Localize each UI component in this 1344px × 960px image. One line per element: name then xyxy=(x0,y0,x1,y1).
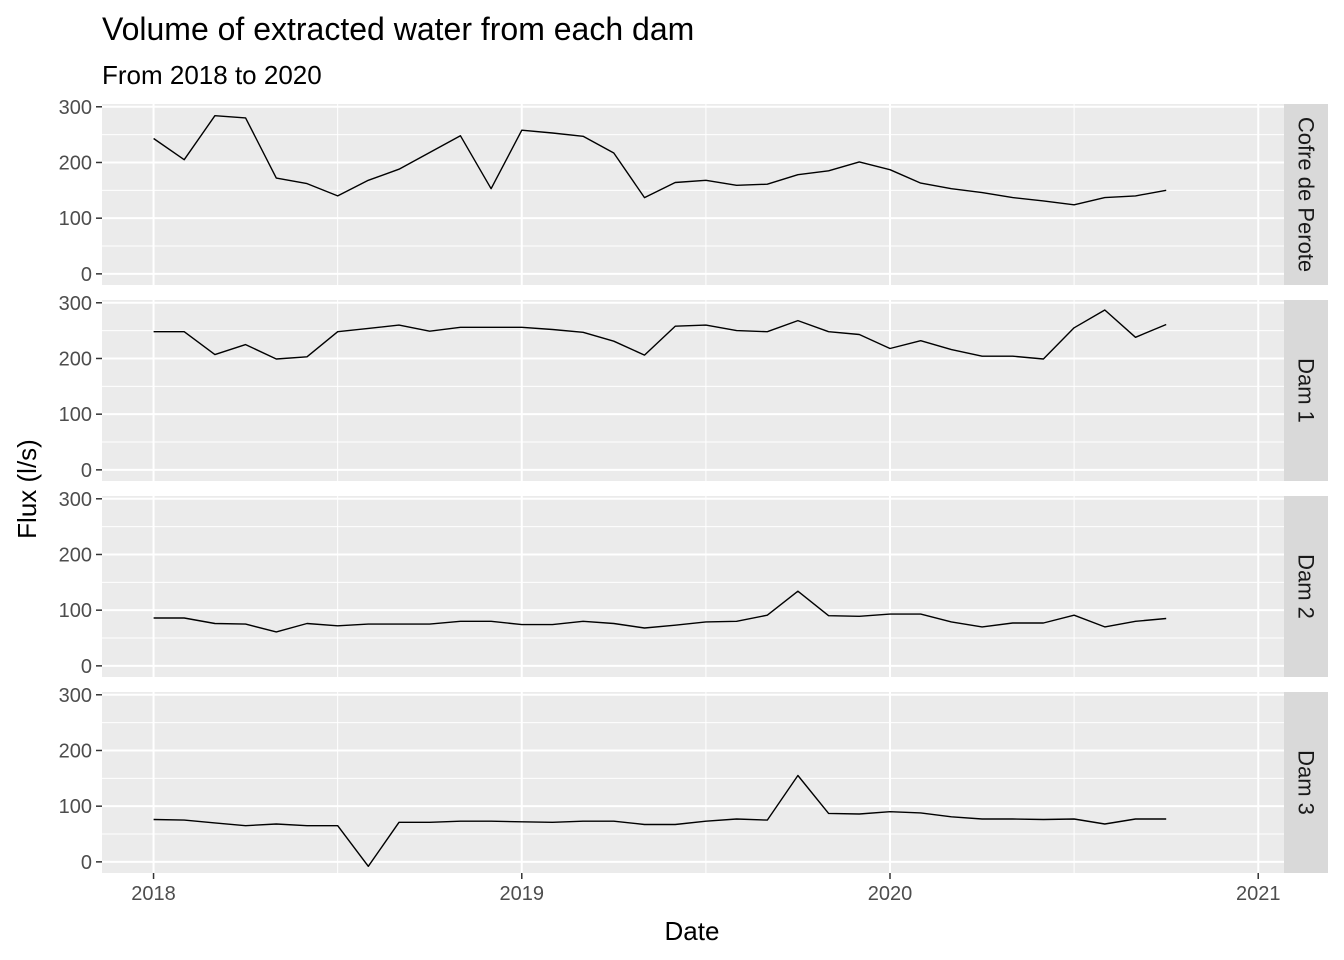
facet-strip-label: Dam 1 xyxy=(1294,358,1319,423)
facet-panel: 0 100 200 300 Dam 1 xyxy=(59,293,1328,482)
x-tick-label: 2019 xyxy=(500,883,545,905)
facet-panel: 0 100 200 300 Dam 3 xyxy=(59,685,1328,874)
series-line xyxy=(153,774,1167,867)
y-tick-label: 100 xyxy=(59,404,92,426)
y-tick-label: 300 xyxy=(59,489,92,511)
facet-panels: 0 100 200 300 Cofre de Perote 0 100 200 300 Dam 1… xyxy=(59,97,1328,874)
y-tick-label: 200 xyxy=(59,348,92,370)
y-tick-label: 0 xyxy=(81,264,92,286)
y-tick-label: 200 xyxy=(59,544,92,566)
facet-panel: 0 100 200 300 Dam 2 xyxy=(59,489,1328,678)
y-axis-title: Flux (l/s) xyxy=(12,439,42,539)
y-tick-label: 300 xyxy=(59,293,92,315)
x-tick-label: 2018 xyxy=(131,883,176,905)
facet-strip xyxy=(1284,496,1328,677)
x-axis-title: Date xyxy=(665,916,720,946)
panel-background xyxy=(102,300,1284,481)
chart-subtitle: From 2018 to 2020 xyxy=(102,60,322,90)
series-line xyxy=(153,309,1167,360)
facet-panel: 0 100 200 300 Cofre de Perote xyxy=(59,97,1328,286)
series-line xyxy=(153,114,1167,206)
y-tick-label: 200 xyxy=(59,152,92,174)
facet-strip xyxy=(1284,104,1328,285)
panel-background xyxy=(102,496,1284,677)
y-tick-label: 100 xyxy=(59,208,92,230)
y-tick-label: 300 xyxy=(59,97,92,119)
x-tick-label: 2020 xyxy=(868,883,913,905)
y-tick-label: 100 xyxy=(59,600,92,622)
facet-strip-label: Dam 2 xyxy=(1294,554,1319,619)
y-tick-label: 0 xyxy=(81,656,92,678)
facet-strip xyxy=(1284,692,1328,873)
panel-background xyxy=(102,692,1284,873)
y-tick-label: 0 xyxy=(81,852,92,874)
y-tick-label: 100 xyxy=(59,796,92,818)
y-tick-label: 200 xyxy=(59,740,92,762)
panel-background xyxy=(102,104,1284,285)
facet-strip-label: Cofre de Perote xyxy=(1294,117,1319,272)
x-tick-label: 2021 xyxy=(1236,883,1281,905)
series-line xyxy=(153,590,1167,633)
x-axis: 2018 2019 2020 2021 xyxy=(131,873,1280,905)
facet-strip xyxy=(1284,300,1328,481)
facet-strip-label: Dam 3 xyxy=(1294,750,1319,815)
y-tick-label: 300 xyxy=(59,685,92,707)
chart-title: Volume of extracted water from each dam xyxy=(102,11,694,47)
y-tick-label: 0 xyxy=(81,460,92,482)
